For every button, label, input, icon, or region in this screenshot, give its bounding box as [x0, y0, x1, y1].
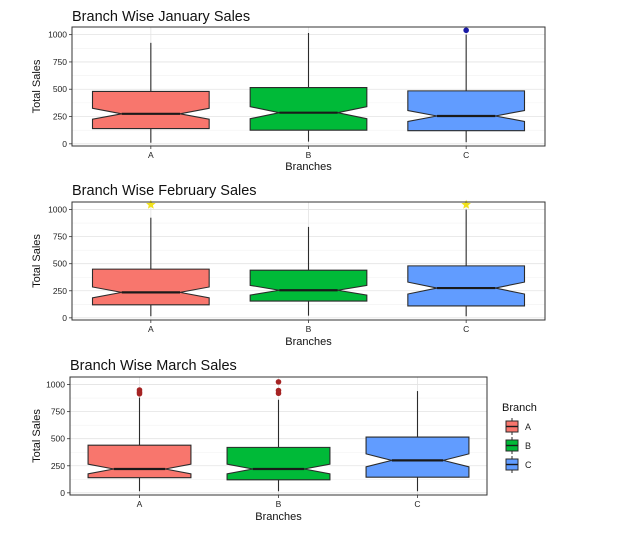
- legend-key-b: [505, 437, 519, 454]
- chart-title: Branch Wise February Sales: [72, 183, 257, 199]
- y-tick-label: 750: [53, 57, 67, 67]
- box-body: [91, 268, 210, 306]
- february-sales-chart: Branch Wise February Sales 0 250 500 750 1000…: [31, 183, 546, 348]
- legend-label: A: [525, 422, 531, 432]
- x-tick-label: A: [148, 150, 154, 160]
- y-tick-label: 250: [53, 286, 67, 296]
- legend-title: Branch: [502, 402, 537, 414]
- outlier-point: [136, 387, 143, 393]
- box-b: [226, 379, 331, 492]
- outlier-point: [275, 379, 282, 385]
- march-sales-chart: Branch Wise March Sales 0 250 500 750 1000 A B C…: [31, 358, 488, 523]
- box-c: [407, 27, 526, 143]
- y-tick-label: 500: [53, 84, 67, 94]
- x-axis-title: Branches: [255, 511, 302, 523]
- box-body: [249, 87, 368, 131]
- x-axis-title: Branches: [285, 161, 332, 173]
- x-tick-label: B: [276, 499, 282, 509]
- box-body: [407, 265, 526, 307]
- box-b: [249, 226, 368, 316]
- y-tick-label: 500: [53, 259, 67, 269]
- box-body: [91, 90, 210, 130]
- x-tick-label: C: [463, 324, 469, 334]
- y-tick-label: 750: [51, 407, 65, 417]
- box-body: [407, 90, 526, 132]
- x-tick-label: B: [306, 150, 312, 160]
- chart-title: Branch Wise March Sales: [70, 358, 237, 374]
- x-axis-title: Branches: [285, 336, 332, 348]
- box-body: [87, 444, 192, 479]
- x-tick-label: A: [148, 324, 154, 334]
- y-axis-title: Total Sales: [31, 409, 43, 463]
- legend-label: C: [525, 460, 532, 470]
- y-tick-label: 500: [51, 434, 65, 444]
- outlier-point: [463, 27, 469, 34]
- box-body: [365, 436, 470, 478]
- y-tick-label: 1000: [46, 380, 65, 390]
- y-axis-title: Total Sales: [31, 59, 43, 113]
- y-tick-label: 1000: [48, 30, 67, 40]
- y-tick-label: 250: [51, 461, 65, 471]
- y-tick-label: 0: [62, 139, 67, 149]
- box-a: [91, 42, 210, 143]
- outlier-point: [461, 199, 471, 209]
- box-body: [226, 446, 331, 481]
- chart-title: Branch Wise January Sales: [72, 9, 250, 25]
- box-body: [249, 269, 368, 302]
- y-axis-title: Total Sales: [31, 234, 43, 288]
- box-a: [87, 387, 192, 492]
- x-tick-label: A: [137, 499, 143, 509]
- y-tick-label: 250: [53, 112, 67, 122]
- legend-label: B: [525, 441, 531, 451]
- legend-key-c: [505, 456, 519, 473]
- box-b: [249, 33, 368, 142]
- y-tick-label: 0: [62, 313, 67, 323]
- y-tick-label: 750: [53, 232, 67, 242]
- y-tick-label: 1000: [48, 205, 67, 215]
- outlier-point: [275, 387, 282, 394]
- x-tick-label: C: [463, 150, 469, 160]
- x-tick-label: C: [414, 499, 420, 509]
- box-c: [365, 391, 470, 492]
- box-a: [91, 199, 210, 317]
- outlier-point: [146, 199, 156, 209]
- box-c: [407, 199, 526, 317]
- legend: Branch ABC: [502, 402, 537, 473]
- january-sales-chart: Branch Wise January Sales 0 250 500 750 1000 A…: [31, 9, 546, 173]
- y-tick-label: 0: [60, 488, 65, 498]
- legend-key-a: [505, 418, 519, 435]
- x-tick-label: B: [306, 324, 312, 334]
